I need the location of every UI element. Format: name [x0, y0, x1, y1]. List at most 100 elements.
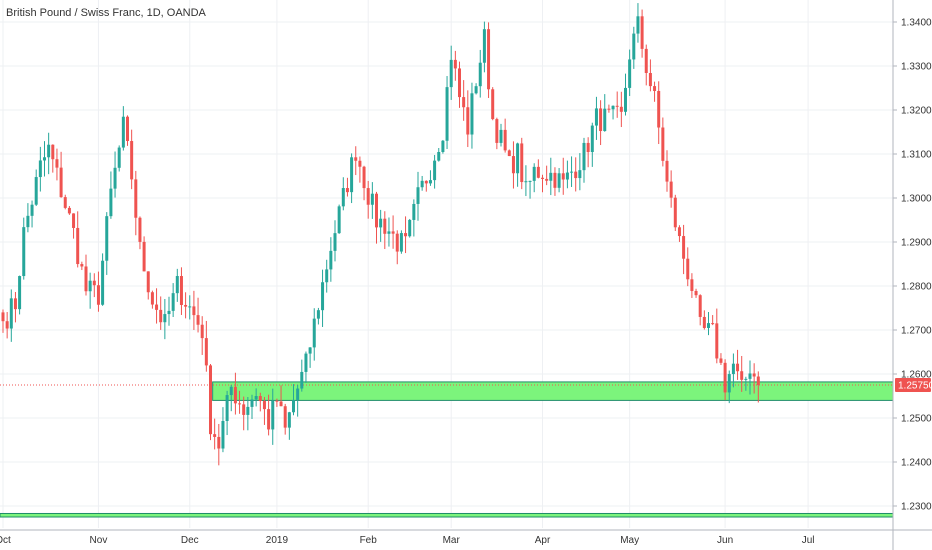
price-tick-label: 1.27000 — [901, 326, 932, 337]
candle-body — [130, 141, 134, 180]
candle-body — [188, 306, 192, 308]
candle-body — [150, 292, 154, 305]
time-tick-label: Jun — [717, 535, 733, 546]
candle-body — [669, 181, 673, 198]
candle-body — [200, 324, 204, 339]
candle-body — [607, 108, 611, 110]
candle-body — [462, 97, 466, 108]
candle-body — [756, 376, 760, 385]
candle-body — [134, 179, 138, 218]
candle-body — [487, 29, 491, 90]
candle-body — [258, 396, 262, 402]
candle-body — [511, 156, 515, 174]
candle-body — [582, 142, 586, 171]
price-tick-label: 1.33000 — [901, 62, 932, 73]
candle-body — [615, 105, 619, 107]
candle-body — [586, 142, 590, 153]
time-tick-label: Jul — [802, 535, 815, 546]
candle-body — [138, 217, 142, 242]
price-tick-label: 1.34000 — [901, 18, 932, 29]
candle-body — [379, 218, 383, 228]
candle-body — [412, 203, 416, 220]
candle-body — [453, 59, 457, 69]
candle-body — [420, 180, 424, 188]
candle-body — [229, 386, 233, 396]
candle-body — [26, 215, 30, 228]
candle-body — [570, 171, 574, 173]
candle-body — [694, 290, 698, 296]
candle-body — [673, 197, 677, 228]
candle-body — [507, 150, 511, 157]
price-tick-label: 1.25000 — [901, 414, 932, 425]
candle-body — [47, 144, 51, 158]
candle-body — [105, 216, 109, 261]
candle-body — [109, 188, 113, 217]
candle-body — [337, 206, 341, 234]
price-tick-label: 1.32000 — [901, 106, 932, 117]
candle-body — [159, 309, 163, 323]
candle-body — [34, 177, 38, 205]
candle-body — [341, 188, 345, 207]
candle-body — [250, 399, 254, 407]
candle-body — [171, 293, 175, 311]
candle-body — [72, 213, 76, 228]
candle-body — [458, 68, 461, 98]
candle-body — [611, 105, 615, 110]
candle-body — [121, 116, 125, 148]
candle-body — [690, 279, 694, 291]
candle-body — [9, 298, 13, 329]
candle-body — [316, 310, 320, 319]
candle-body — [345, 188, 349, 193]
candle-body — [167, 310, 171, 315]
time-tick-label: Feb — [360, 535, 378, 546]
candle-body — [661, 127, 665, 161]
candle-body — [1, 312, 5, 322]
candle-body — [653, 86, 657, 91]
candle-body — [238, 403, 242, 405]
candle-body — [18, 276, 22, 310]
candle-body — [719, 358, 723, 363]
time-tick-label: Nov — [90, 535, 108, 546]
candle-body — [242, 404, 246, 415]
candle-body — [619, 106, 623, 112]
lower-zone — [0, 512, 894, 518]
candle-body — [296, 388, 300, 400]
candle-body — [731, 363, 735, 375]
candle-body — [5, 321, 9, 329]
candle-body — [163, 314, 167, 323]
candle-body — [192, 306, 196, 316]
candle-body — [155, 304, 159, 310]
current-price-label: 1.25750 — [898, 381, 932, 392]
candle-body — [578, 170, 582, 179]
candle-body — [740, 371, 744, 380]
candle-body — [599, 108, 603, 132]
candle-body — [520, 143, 524, 183]
candle-body — [503, 129, 507, 151]
candle-body — [445, 87, 449, 141]
candle-body — [213, 434, 217, 437]
candle-body — [333, 233, 337, 251]
candle-body — [312, 318, 316, 348]
candle-body — [184, 304, 188, 307]
candle-body — [499, 129, 503, 143]
candle-body — [441, 140, 445, 152]
candle-body — [267, 409, 271, 430]
candle-body — [209, 365, 212, 435]
candle-body — [644, 48, 648, 74]
candle-body — [325, 269, 329, 283]
candle-body — [362, 166, 366, 189]
candle-body — [636, 16, 640, 34]
candle-body — [96, 285, 100, 305]
candle-body — [682, 236, 686, 259]
candle-body — [92, 280, 96, 286]
candle-body — [545, 178, 549, 181]
candle-body — [59, 167, 63, 198]
candle-body — [262, 401, 266, 410]
candle-body — [126, 116, 129, 142]
candle-body — [516, 143, 520, 174]
candle-body — [300, 371, 304, 389]
candle-body — [321, 282, 325, 311]
candle-body — [51, 144, 55, 160]
price-tick-label: 1.28000 — [901, 282, 932, 293]
